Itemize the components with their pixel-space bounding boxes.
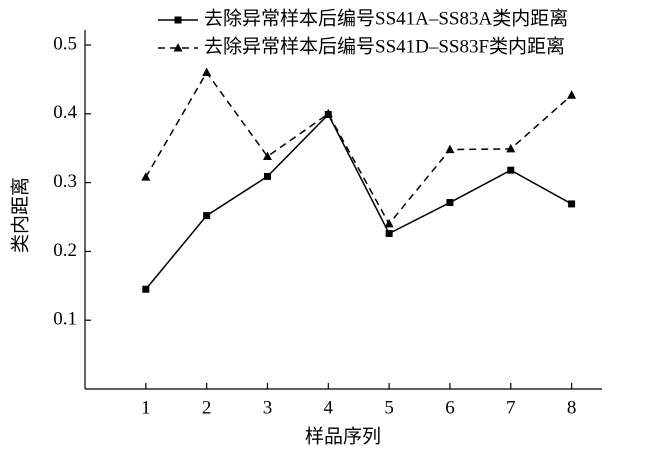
data-point (385, 230, 393, 238)
x-tick-label: 1 (141, 397, 151, 418)
y-axis-label: 类内距离 (9, 177, 31, 253)
data-point (141, 172, 151, 181)
y-tick-label: 0.4 (53, 102, 77, 123)
x-tick-label: 7 (506, 397, 516, 418)
data-point (384, 218, 394, 228)
legend-label: 去除异常样本后编号SS41A–SS83A类内距离 (204, 7, 568, 29)
data-point (506, 143, 516, 153)
y-tick-label: 0.3 (53, 171, 77, 192)
legend-marker (174, 16, 182, 24)
x-axis-label: 样品序列 (305, 425, 381, 447)
data-point (446, 199, 454, 207)
y-tick-label: 0.2 (53, 240, 77, 261)
data-point (568, 200, 576, 208)
data-point (203, 212, 211, 220)
x-tick-label: 8 (567, 397, 577, 418)
legend-marker (173, 43, 183, 52)
legend-label: 去除异常样本后编号SS41D–SS83F类内距离 (204, 35, 565, 57)
x-tick-label: 4 (324, 397, 334, 418)
y-tick-label: 0.5 (53, 33, 77, 54)
data-point (507, 166, 515, 174)
data-point (445, 144, 455, 154)
series-line (145, 113, 572, 290)
y-tick-label: 0.1 (53, 309, 77, 330)
data-point (263, 172, 271, 180)
x-tick-label: 6 (445, 397, 455, 418)
x-tick-label: 2 (202, 397, 212, 418)
data-point (142, 285, 150, 293)
data-point (567, 90, 577, 99)
data-point (202, 67, 212, 77)
series-line (145, 71, 573, 226)
data-point (262, 151, 272, 160)
x-tick-label: 3 (263, 397, 273, 418)
x-tick-label: 5 (384, 397, 394, 418)
data-point (323, 108, 333, 118)
